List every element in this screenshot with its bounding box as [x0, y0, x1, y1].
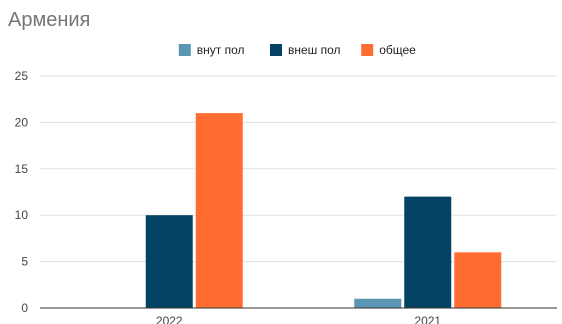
legend-label: внеш пол: [288, 43, 341, 57]
legend-swatch: [178, 44, 191, 56]
grid-lines: [40, 75, 557, 263]
y-tick-label: 5: [21, 255, 28, 269]
y-tick-label: 20: [15, 115, 29, 129]
legend-label: общее: [379, 43, 416, 57]
legend-label: внут пол: [197, 43, 245, 57]
legend-swatch: [361, 44, 374, 56]
legend-item: внут пол: [178, 43, 245, 57]
bar-2021-series-0: [354, 298, 402, 308]
legend-item: общее: [361, 43, 416, 57]
x-tick-label: 2021: [414, 314, 441, 324]
legend: внут пол внеш пол общее: [178, 43, 416, 57]
y-axis-ticks: 0 5 10 15 20 25: [15, 69, 29, 315]
bar-2021-series-2: [454, 252, 502, 308]
bar-2021-series-1: [404, 196, 452, 308]
y-tick-label: 25: [15, 69, 29, 83]
x-axis-ticks: 2022 2021: [156, 314, 442, 324]
legend-swatch: [270, 44, 282, 56]
x-tick-label: 2022: [156, 314, 183, 324]
chart-title: Армения: [8, 9, 91, 31]
bar-2022-series-1: [145, 215, 193, 308]
legend-item: внеш пол: [270, 43, 341, 57]
bar-2022-series-2: [195, 113, 243, 309]
y-tick-label: 10: [15, 208, 29, 222]
y-tick-label: 15: [15, 162, 29, 176]
y-tick-label: 0: [21, 301, 28, 315]
bars: [145, 113, 502, 309]
